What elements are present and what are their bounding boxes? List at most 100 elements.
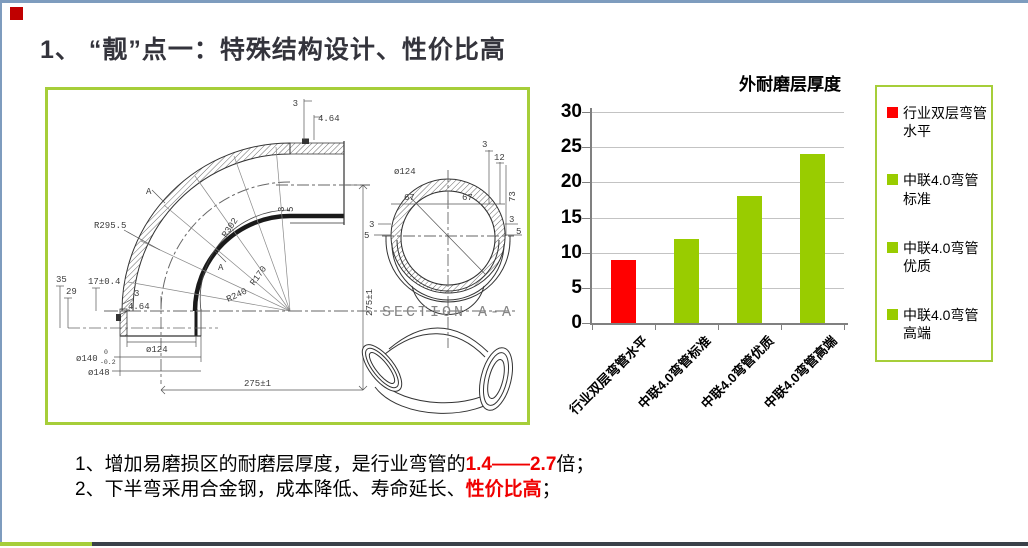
slide-top-border [0, 0, 1028, 3]
y-tick-label: 10 [560, 241, 582, 263]
gridline [592, 217, 844, 219]
sec-dim-phi124: ø124 [394, 167, 416, 177]
page-title: 1、 “靓”点一：特殊结构设计、性价比高 [40, 36, 506, 64]
legend-label: 行业双层弯管水平 [903, 105, 987, 140]
gridline [592, 182, 844, 184]
y-tick [582, 147, 590, 149]
legend-item: 行业双层弯管水平 [887, 104, 987, 140]
dim-17: 17±0.4 [88, 277, 120, 287]
gridline [592, 147, 844, 149]
dim-275-horizontal: 275±1 [244, 379, 271, 389]
dim-tol-lower: -0.2 [100, 359, 116, 366]
y-tick [582, 252, 590, 254]
legend-label: 中联4.0弯管优质 [903, 239, 979, 274]
sec-dim-73: 73 [508, 191, 518, 202]
y-tick [582, 323, 590, 324]
x-category-label: 中联4.0弯管标准 [634, 333, 714, 412]
bar-中联4.0弯管标准 [674, 238, 699, 323]
x-axis [590, 323, 848, 325]
sec-dim-5-right: 5 [516, 227, 521, 237]
bar-中联4.0弯管高端 [800, 154, 825, 323]
dim-r240: R240 [225, 287, 249, 305]
legend-label: 中联4.0弯管标准 [903, 172, 979, 207]
section-caption: SECTION A-A [382, 304, 514, 321]
dimension-lines [56, 99, 370, 395]
bottom-pipe-end [116, 296, 202, 384]
section-view: ø124 67 67 3 12 73 3 5 3 5 SECTION A-A [364, 140, 522, 348]
y-tick-label: 5 [571, 276, 582, 298]
centerline-arc [160, 181, 291, 312]
pipe-elbow-drawing: 3 4.64 275±1 275±1 35 29 17±0.4 3 4.64 R… [56, 99, 522, 414]
y-tick-label: 20 [560, 171, 582, 193]
x-tick [844, 325, 845, 330]
dim-phi140: ø140 [76, 354, 98, 364]
inner-alloy-wall [192, 213, 291, 312]
dim-left-464: 4.64 [128, 302, 150, 312]
legend-item: 中联4.0弯管高端 [887, 306, 987, 342]
dim-small-5: 5 [286, 207, 296, 212]
chart-title: 外耐磨层厚度 [739, 75, 841, 94]
legend-swatch [887, 309, 898, 321]
section-arrow-a1: A [146, 187, 152, 197]
x-tick [592, 325, 593, 330]
dim-35: 35 [56, 275, 67, 285]
elbow-3d-sketch [361, 327, 513, 414]
chart-legend: 行业双层弯管水平 中联4.0弯管标准 中联4.0弯管优质 中联4.0弯管高端 [875, 85, 993, 362]
bar-中联4.0弯管优质 [737, 196, 762, 323]
y-tick-label: 30 [560, 101, 582, 122]
pipe-drawing-panel: 3 4.64 275±1 275±1 35 29 17±0.4 3 4.64 R… [45, 87, 530, 425]
legend-swatch [887, 107, 898, 118]
note-line-2: 2、下半弯采用合金钢，成本降低、寿命延长、性价比高； [75, 479, 561, 500]
sec-dim-67-right: 67 [462, 193, 473, 203]
y-tick-label: 25 [560, 136, 582, 158]
dim-top-3: 3 [293, 99, 298, 109]
legend-item: 中联4.0弯管标准 [887, 171, 987, 207]
dim-phi148: ø148 [88, 368, 110, 378]
y-tick [582, 287, 590, 289]
legend-label: 中联4.0弯管高端 [903, 307, 979, 342]
dim-left-3: 3 [134, 289, 139, 299]
dim-r170: R170 [248, 264, 269, 287]
note-2-highlight: 性价比高 [465, 479, 542, 500]
sec-dim-5-left: 5 [364, 231, 369, 241]
dim-29: 29 [66, 287, 77, 297]
outer-wear-layer [121, 142, 291, 312]
y-axis [590, 108, 592, 325]
section-arrow-a2: A [218, 263, 224, 273]
slide-left-border [0, 0, 2, 545]
x-category-label: 中联4.0弯管优质 [697, 333, 777, 412]
top-pipe-end [276, 138, 370, 225]
dim-tol-upper: 0 [104, 349, 108, 356]
x-category-label: 行业双层弯管水平 [566, 333, 651, 418]
gridline [592, 252, 844, 254]
dim-top-464: 4.64 [318, 114, 340, 124]
radial-lines [127, 146, 291, 312]
gridline [592, 112, 844, 113]
sec-dim-3-left: 3 [369, 220, 374, 230]
dim-275-vertical: 275±1 [365, 289, 375, 316]
bar-行业双层弯管水平 [611, 259, 636, 323]
x-tick [655, 325, 656, 330]
x-category-label: 中联4.0弯管高端 [760, 333, 840, 412]
y-tick-label: 15 [560, 206, 582, 228]
dim-r2955: R295.5 [94, 221, 126, 231]
footer-bar-green [0, 542, 92, 546]
sec-dim-3: 3 [482, 140, 487, 150]
x-tick [781, 325, 782, 330]
dim-small-3: 3 [277, 207, 287, 212]
bar-chart: 外耐磨层厚度 0 5 10 15 20 25 30 行业双层弯管水平 中联4.0弯管标准 中联4.… [540, 62, 1000, 462]
notes-block: 1、增加易磨损区的耐磨层厚度，是行业弯管的1.4——2.7倍； 2、下半弯采用合… [75, 452, 594, 502]
sec-dim-67-left: 67 [404, 193, 415, 203]
legend-item: 中联4.0弯管优质 [887, 239, 987, 275]
legend-swatch [887, 241, 898, 253]
note-line-1: 1、增加易磨损区的耐磨层厚度，是行业弯管的1.4——2.7倍； [75, 454, 595, 475]
footer-bar-dark [92, 542, 1028, 546]
red-square-bullet [10, 7, 23, 20]
gridline [592, 287, 844, 289]
sec-dim-3-right: 3 [509, 215, 514, 225]
y-tick [582, 112, 590, 113]
sec-dim-12: 12 [494, 153, 505, 163]
y-tick [582, 182, 590, 184]
legend-swatch [887, 174, 898, 186]
y-tick [582, 217, 590, 219]
